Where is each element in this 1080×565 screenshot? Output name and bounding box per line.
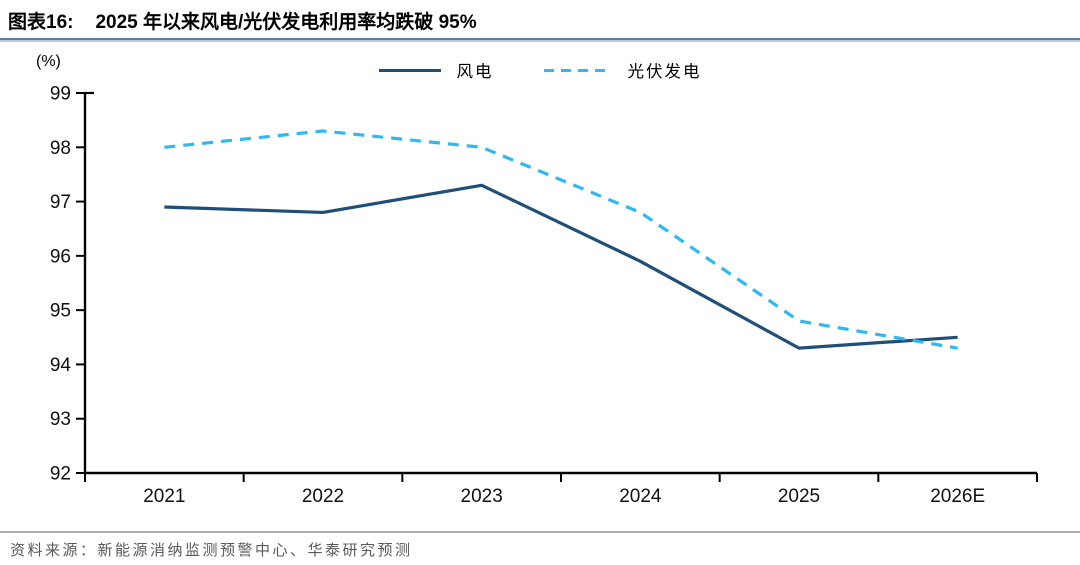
y-tick-label: 96 [50,246,71,267]
figure-label: 图表16: [8,12,74,33]
x-tick-label: 2021 [143,486,185,507]
y-tick-label: 97 [50,192,71,213]
footer-divider [0,531,1080,533]
x-tick-label: 2023 [461,486,503,507]
legend-solar-label: 光伏发电 [627,63,702,81]
legend-solar-swatch [543,68,612,72]
legend-wind-swatch [378,68,441,72]
y-tick-label: 94 [50,355,72,376]
y-tick-label: 92 [50,464,71,485]
source-note: 资料来源：新能源消纳监测预警中心、华泰研究预测 [10,543,413,559]
wind-line [164,183,958,350]
x-tick-label: 2024 [619,486,662,507]
y-axis-unit-label: (%) [36,53,61,70]
y-tick-label: 99 [50,84,71,105]
legend-wind-label: 风电 [456,63,494,81]
y-tick-label: 93 [50,409,71,430]
y-tick-label: 95 [50,301,71,322]
title-rule [0,38,1080,42]
x-tick-label: 2025 [778,486,820,507]
figure-title: 图表16: 2025 年以来风电/光伏发电利用率均跌破 95% [0,0,1080,34]
figure-title-block: 图表16: 2025 年以来风电/光伏发电利用率均跌破 95% [0,0,1080,42]
x-tick-label: 2022 [302,486,344,507]
y-tick-label: 98 [50,138,71,159]
solar-line [164,129,958,350]
x-tick-label: 2026E [930,486,985,507]
page-title: 2025 年以来风电/光伏发电利用率均跌破 95% [95,12,477,33]
chart-legend: 风电 光伏发电 [0,58,1080,82]
